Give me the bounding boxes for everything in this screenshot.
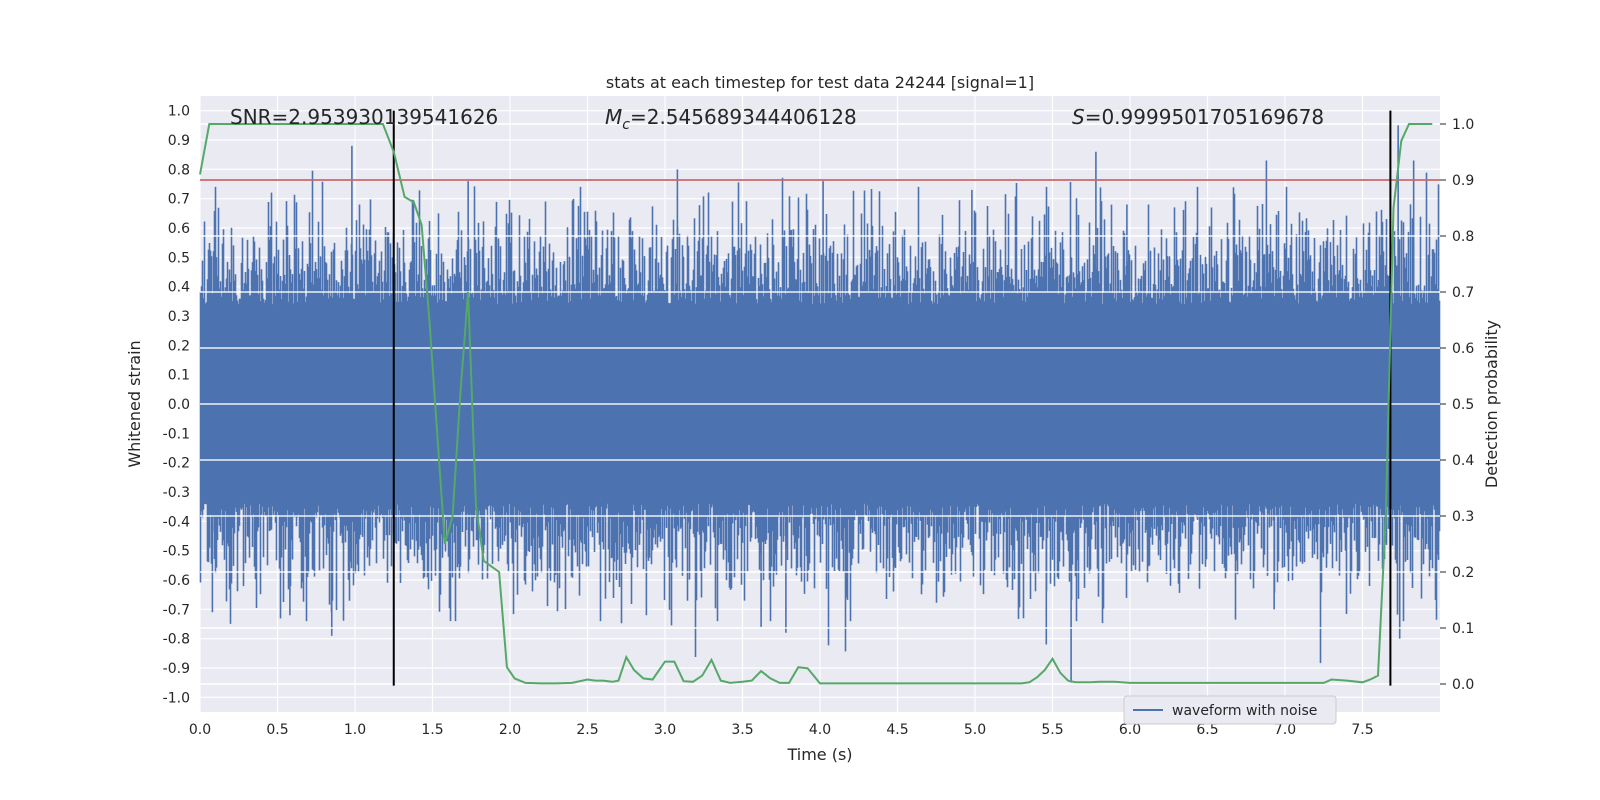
x-tick-label: 3.5 bbox=[731, 722, 753, 738]
y-right-tick-label: 0.9 bbox=[1452, 173, 1474, 189]
y-right-tick-label: 0.6 bbox=[1452, 341, 1474, 357]
x-tick-label: 5.0 bbox=[964, 722, 986, 738]
y-left-tick-label: 0.2 bbox=[168, 338, 190, 354]
y-left-tick-label: -0.5 bbox=[163, 544, 190, 560]
x-tick-label: 3.0 bbox=[654, 722, 676, 738]
y-right-tick-label: 0.4 bbox=[1452, 453, 1474, 469]
snr-annotation: SNR=2.953930139541626 bbox=[230, 105, 498, 129]
y-right-tick-label: 0.2 bbox=[1452, 565, 1474, 581]
x-tick-label: 7.5 bbox=[1351, 722, 1373, 738]
x-tick-label: 6.0 bbox=[1119, 722, 1141, 738]
chirp-mass-value: =2.545689344406128 bbox=[630, 105, 857, 129]
y-right-tick-label: 1.0 bbox=[1452, 117, 1474, 133]
legend: waveform with noise bbox=[1123, 695, 1337, 725]
x-tick-label: 2.0 bbox=[499, 722, 521, 738]
y-left-tick-label: 0.6 bbox=[168, 221, 190, 237]
y-left-tick-label: -0.6 bbox=[163, 573, 190, 589]
s-annotation: S=0.9999501705169678 bbox=[1072, 105, 1324, 129]
legend-box bbox=[1123, 695, 1337, 725]
y-right-tick-label: 0.5 bbox=[1452, 397, 1474, 413]
x-tick-label: 0.5 bbox=[266, 722, 288, 738]
chirp-mass-symbol: M bbox=[605, 105, 622, 129]
x-tick-label: 1.0 bbox=[344, 722, 366, 738]
x-tick-label: 0.0 bbox=[189, 722, 211, 738]
s-value: =0.9999501705169678 bbox=[1085, 105, 1324, 129]
s-symbol: S bbox=[1072, 105, 1085, 129]
y-right-tick-label: 0.0 bbox=[1452, 677, 1474, 693]
x-tick-label: 5.5 bbox=[1041, 722, 1063, 738]
tick-labels: 0.0 0.5 1.0 1.5 2.0 2.5 3.0 3.5 4.0 4.5 5.0 5.5 6.0 6… bbox=[163, 104, 1475, 738]
y-left-tick-label: 0.5 bbox=[168, 250, 190, 266]
x-axis-label: Time (s) bbox=[786, 745, 852, 764]
x-tick-label: 6.5 bbox=[1196, 722, 1218, 738]
chirp-mass-subscript: c bbox=[622, 117, 630, 133]
y-left-tick-label: 1.0 bbox=[168, 104, 190, 120]
y-left-tick-label: -0.7 bbox=[163, 602, 190, 618]
x-tick-label: 2.5 bbox=[576, 722, 598, 738]
y-left-tick-label: 0.0 bbox=[168, 397, 190, 413]
y-left-tick-label: 0.8 bbox=[168, 162, 190, 178]
legend-entry-waveform: waveform with noise bbox=[1172, 703, 1317, 719]
chart-title: stats at each timestep for test data 242… bbox=[606, 73, 1034, 92]
y-left-tick-label: -0.2 bbox=[163, 456, 190, 472]
y-left-tick-label: -0.3 bbox=[163, 485, 190, 501]
x-tick-label: 4.0 bbox=[809, 722, 831, 738]
y-right-tick-label: 0.3 bbox=[1452, 509, 1474, 525]
y-left-tick-label: -0.8 bbox=[163, 632, 190, 648]
overlay-lines bbox=[199, 110, 1440, 686]
y-axis-right-label: Detection probability bbox=[1482, 320, 1501, 488]
y-left-tick-label: -1.0 bbox=[163, 690, 190, 706]
y-left-tick-label: 0.3 bbox=[168, 309, 190, 325]
y-left-tick-label: 0.1 bbox=[168, 368, 190, 384]
y-left-tick-label: -0.4 bbox=[163, 514, 190, 530]
y-left-tick-label: 0.9 bbox=[168, 133, 190, 149]
y-left-tick-label: 0.4 bbox=[168, 280, 190, 296]
x-tick-label: 4.5 bbox=[886, 722, 908, 738]
y-left-tick-label: 0.7 bbox=[168, 192, 190, 208]
x-tick-label: 7.0 bbox=[1274, 722, 1296, 738]
y-left-tick-label: -0.9 bbox=[163, 661, 190, 677]
y-right-tick-label: 0.1 bbox=[1452, 621, 1474, 637]
detection-probability-line bbox=[199, 123, 1433, 685]
y-axis-left-label: Whitened strain bbox=[125, 340, 144, 467]
chirp-mass-annotation: Mc=2.545689344406128 bbox=[605, 105, 857, 133]
x-tick-label: 1.5 bbox=[421, 722, 443, 738]
y-left-tick-label: -0.1 bbox=[163, 426, 190, 442]
y-right-tick-label: 0.7 bbox=[1452, 285, 1474, 301]
y-right-tick-label: 0.8 bbox=[1452, 229, 1474, 245]
